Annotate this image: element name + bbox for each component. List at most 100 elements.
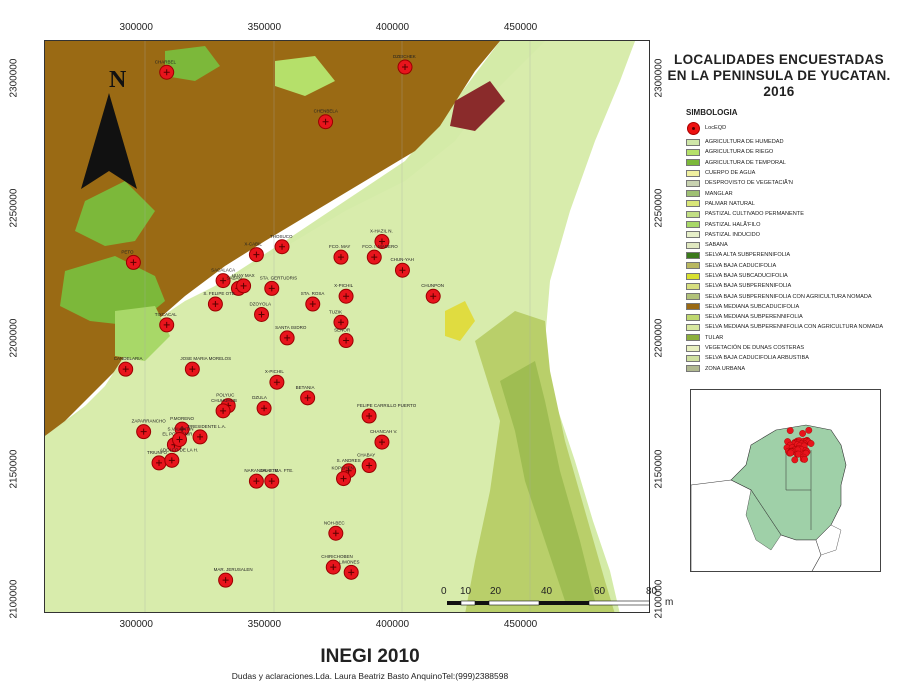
locality-marker[interactable]: X-PICHIL — [265, 369, 285, 390]
y-tick-right: 2150000 — [653, 449, 665, 489]
scale-label: 40 — [541, 586, 553, 597]
locality-label: SABAN — [226, 275, 241, 280]
locality-marker[interactable]: PRESIDENTE L.A. — [188, 424, 226, 445]
legend-item: PASTIZAL CULTIVADO PERMANENTE — [686, 209, 891, 219]
locality-marker[interactable]: THOSUCO — [270, 234, 293, 255]
legend-label: SELVA BAJA CADUCIFOLIA — [705, 262, 777, 269]
locality-label: POLYUC — [216, 393, 235, 398]
legend-swatch — [686, 303, 700, 311]
locality-marker[interactable]: DZULA — [252, 395, 272, 416]
legend-swatch — [686, 210, 700, 218]
locality-marker[interactable]: CHUHUHUB — [211, 398, 237, 419]
locality-marker[interactable]: S. FELIPE OTE. — [203, 291, 236, 312]
locality-marker[interactable]: SACALACA — [211, 268, 235, 289]
locality-star-icon — [163, 69, 170, 76]
locality-marker[interactable]: FCO. MAY — [329, 244, 350, 265]
locality-label: ZAPARRANCHO — [132, 419, 167, 424]
locality-marker[interactable]: GRAL. MA. FTE. — [260, 468, 294, 489]
locality-marker[interactable]: TUZIK — [329, 309, 349, 330]
locality-marker[interactable]: CHIRICHOBEN — [321, 554, 353, 575]
locality-marker[interactable]: SANTA ISIDRO — [275, 325, 307, 346]
locality-star-icon — [378, 439, 385, 446]
locality-label: X-CABIL — [244, 242, 262, 247]
locality-label: CHENBELA — [314, 109, 338, 114]
locality-marker[interactable]: PETO — [121, 249, 141, 270]
y-tick-right: 2300000 — [653, 58, 665, 98]
inset-locality-dot — [787, 449, 795, 457]
locality-marker[interactable]: BETANIA — [296, 385, 316, 406]
legend-label: SELVA BAJA SUBCADUCIFOLIA — [705, 273, 788, 279]
locality-marker[interactable]: TRIUNFO — [147, 450, 168, 471]
locality-label: CHUNPON — [421, 283, 444, 288]
locality-marker[interactable]: NARANJAL PTE. — [244, 468, 279, 489]
locality-label: KOPCHEN — [332, 466, 354, 471]
scale-bar — [447, 600, 649, 606]
locality-marker[interactable]: DZOYOLA — [250, 301, 272, 322]
locality-marker[interactable]: CHENBELA — [314, 109, 338, 130]
legend-label: SELVA MEDIANA SUBCADUCIFOLIA — [705, 303, 800, 310]
legend-swatch — [686, 262, 700, 270]
locality-marker[interactable]: ADOLFO DE LA H. — [160, 447, 198, 468]
legend-label: SELVA MEDIANA SUBPERENNIFOLIA CON AGRICU… — [705, 324, 884, 331]
locality-marker[interactable]: JOSE MARIA MORELOS — [180, 356, 231, 377]
locality-marker[interactable]: NOH-BEC — [324, 520, 346, 541]
caribbean-sea — [545, 41, 649, 612]
locality-marker[interactable]: STA. ROSA — [301, 291, 325, 312]
title-line-3: 2016 — [763, 84, 795, 99]
locality-marker[interactable]: TIXCACAL — [155, 312, 178, 333]
legend-swatch — [686, 282, 700, 290]
locality-label: GRAL. MA. FTE. — [260, 468, 294, 473]
locality-label: THOSUCO — [270, 234, 293, 239]
locality-marker[interactable]: ZAPARRANCHO — [132, 419, 167, 440]
locality-marker[interactable]: FELIPE CARRILLO PUERTO — [357, 403, 417, 424]
locality-label: CHANCAH V. — [370, 429, 397, 434]
locality-marker[interactable]: CHARBEL — [155, 59, 177, 80]
legend-label: CUERPO DE AGUA — [705, 170, 756, 177]
locality-marker[interactable]: HUAY MAX — [232, 273, 255, 294]
legend-swatch — [686, 169, 700, 177]
legend-swatch — [686, 190, 700, 198]
locality-marker[interactable]: SENOR — [334, 328, 354, 349]
locality-marker[interactable]: CHANCAH V. — [370, 429, 397, 450]
locality-marker[interactable]: S.VALENTIN — [168, 426, 194, 447]
legend-item: PASTIZAL INDUCIDO — [686, 230, 891, 240]
locality-marker[interactable]: CHUNPON — [421, 283, 444, 304]
locality-marker[interactable]: KOPCHEN — [332, 466, 354, 487]
locality-marker[interactable]: X-PICHIL — [334, 283, 354, 304]
state-borders — [785, 450, 811, 491]
locality-label: STA. GERTUDRIS — [260, 275, 297, 280]
agri-patch-3 — [115, 306, 170, 361]
main-map[interactable]: N CHARBEL DZEICHEK CHENBELA PETO X-CABIL THOS… — [44, 40, 650, 613]
locality-star-icon — [343, 293, 350, 300]
locality-marker[interactable]: CHABAY — [357, 453, 377, 474]
title-line-1: LOCALIDADES ENCUESTADAS — [674, 52, 884, 67]
locality-marker[interactable]: X-CABIL — [244, 242, 264, 263]
locality-marker[interactable]: MAR. JERUSALEN — [214, 567, 253, 588]
locality-star-icon — [348, 569, 355, 576]
locality-marker[interactable]: X-HAZIL N. — [370, 229, 393, 250]
locality-marker[interactable]: FCO. I. MADERO — [362, 244, 398, 265]
legend-swatch — [686, 344, 700, 352]
locality-marker[interactable]: STA. GERTUDRIS — [260, 275, 297, 296]
legend: LocEQD AGRICULTURA DE HUMEDAD AGRICULTURA… — [686, 121, 891, 374]
locality-marker[interactable]: LIMONES — [339, 559, 359, 580]
locality-star-icon — [330, 564, 337, 571]
locality-marker[interactable]: DZEICHEK — [393, 54, 416, 75]
locality-label: SENOR — [334, 328, 351, 333]
locality-label: S.VALENTIN — [168, 426, 194, 431]
locality-marker[interactable]: CANDELARIA — [114, 356, 143, 377]
legend-swatch — [686, 323, 700, 331]
locality-star-icon — [332, 530, 339, 537]
locality-marker[interactable]: CHUN-YAH — [390, 257, 414, 278]
legend-swatch — [686, 179, 700, 187]
locality-star-icon — [337, 319, 344, 326]
legend-item: AGRICULTURA DE RIEGO — [686, 147, 891, 157]
legend-item: AGRICULTURA DE TEMPORAL — [686, 158, 891, 168]
locality-star-icon — [284, 334, 291, 341]
locality-label: DZOYOLA — [250, 301, 272, 306]
legend-swatch — [686, 354, 700, 362]
footer-title: INEGI 2010 — [320, 646, 420, 667]
locality-star-icon — [261, 405, 268, 412]
legend-swatch — [686, 293, 700, 301]
legend-label: DESPROVISTO DE VEGETACIÃ'N — [705, 180, 793, 187]
